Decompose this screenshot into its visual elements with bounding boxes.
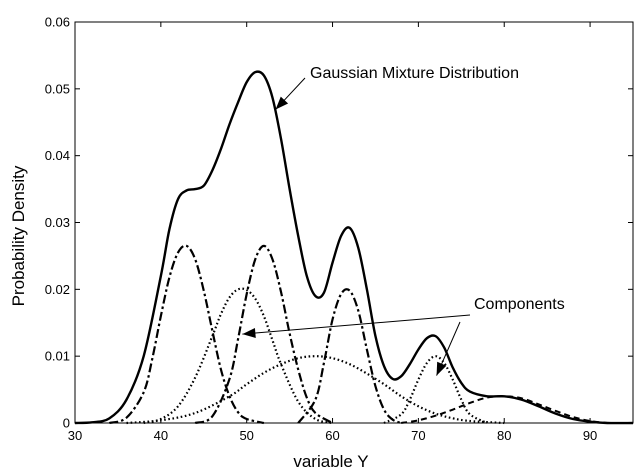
plot-frame (74, 21, 634, 424)
y-tick-label: 0.03 (45, 215, 70, 230)
x-tick-label: 50 (239, 428, 253, 443)
y-tick-label: 0.04 (45, 148, 70, 163)
mixture-arrow (275, 77, 306, 110)
component-curve-3 (194, 244, 334, 425)
x-tick-label: 40 (154, 428, 168, 443)
plot-area-border (74, 21, 634, 424)
annotation-mixture-label: Gaussian Mixture Distribution (310, 65, 519, 82)
y-tick-label: 0.05 (45, 81, 70, 96)
x-tick-label: 60 (325, 428, 339, 443)
component-curve-1 (109, 244, 265, 425)
y-axis-label: Probability Density (9, 165, 28, 306)
x-tick-label: 80 (497, 428, 511, 443)
x-tick-label: 70 (411, 428, 425, 443)
x-tick-label: 90 (583, 428, 597, 443)
component-curve-2 (143, 287, 333, 425)
y-tick-label: 0 (63, 416, 70, 431)
y-tick-label: 0.01 (45, 349, 70, 364)
y-tick-label: 0.02 (45, 282, 70, 297)
x-axis-label: variable Y (293, 452, 368, 471)
annotation-layer: Gaussian Mixture Distribution Components (242, 65, 565, 376)
component-curve-6 (383, 355, 488, 424)
mixture-curve (74, 70, 634, 425)
component-curve-7 (401, 395, 608, 424)
tick-layer: 30 40 50 60 70 80 90 0 0.01 0.02 0.03 0.04 0.05 0.06 (45, 15, 633, 443)
components-arrow-left (242, 314, 471, 339)
component-curve-5 (297, 288, 402, 425)
components-arrow-right (436, 321, 461, 376)
annotation-components-label: Components (474, 296, 565, 313)
x-tick-label: 30 (68, 428, 82, 443)
series-layer (74, 70, 634, 425)
y-tick-label: 0.06 (45, 15, 70, 30)
